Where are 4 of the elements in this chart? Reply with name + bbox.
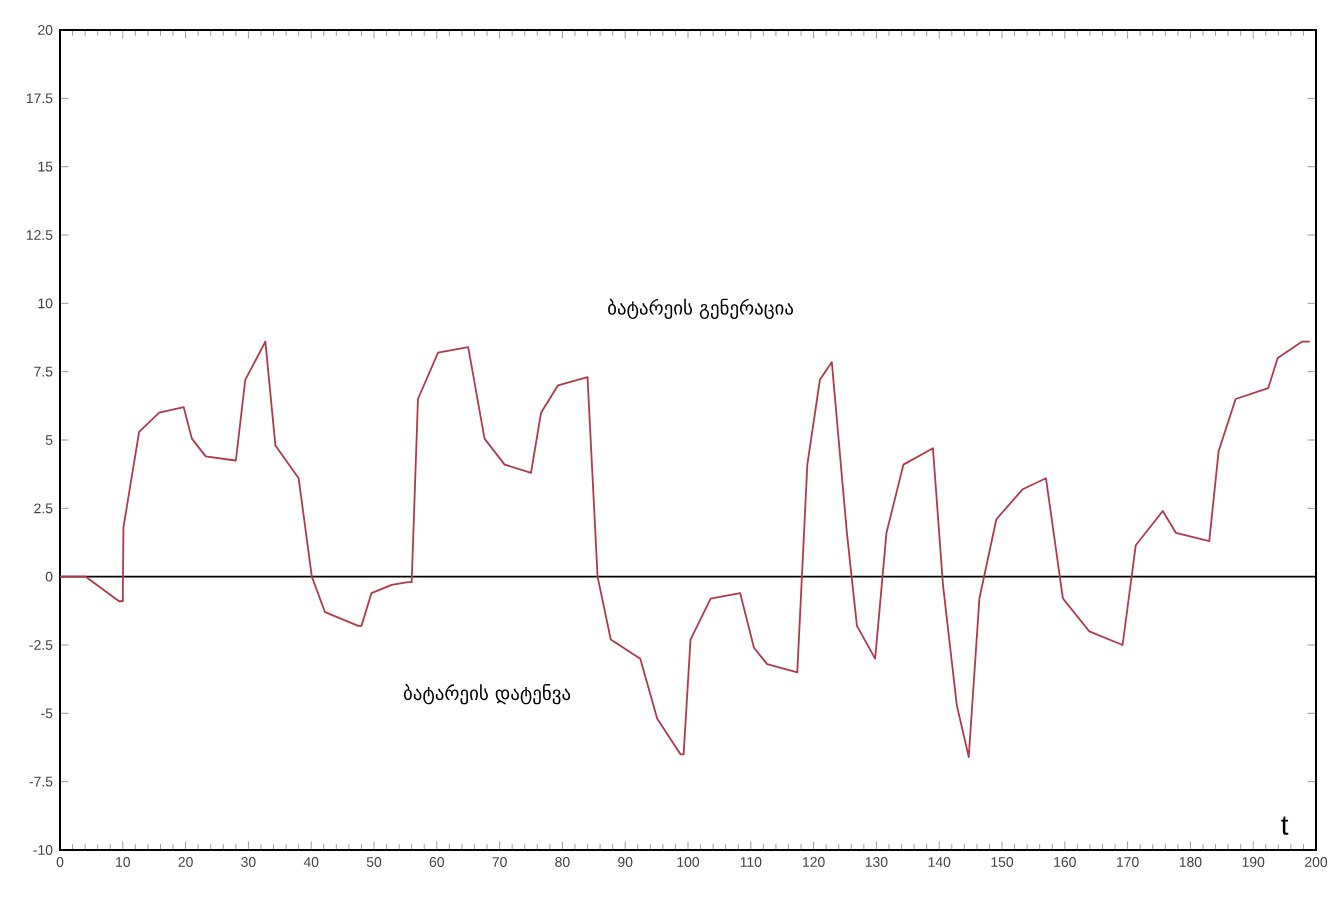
annotation: ბატარეის გენერაცია bbox=[608, 298, 794, 319]
line-series bbox=[59, 340, 1311, 758]
x-axis-title: t bbox=[1281, 816, 1289, 835]
annotation: ბატარეის დატენვა bbox=[403, 684, 571, 705]
